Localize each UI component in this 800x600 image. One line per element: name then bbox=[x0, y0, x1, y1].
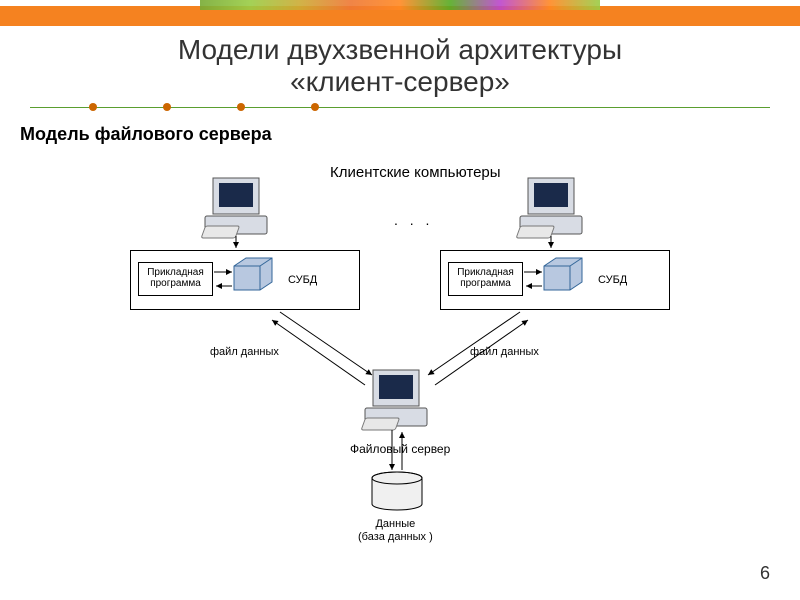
title-line2: «клиент-сервер» bbox=[290, 66, 510, 97]
page-number: 6 bbox=[760, 563, 770, 584]
divider-dot bbox=[237, 103, 245, 111]
header-bar bbox=[0, 0, 800, 26]
divider-dot bbox=[311, 103, 319, 111]
divider-line bbox=[30, 107, 770, 108]
client-pc-2-icon bbox=[516, 178, 582, 238]
subtitle: Модель файлового сервера bbox=[20, 124, 800, 145]
diagram-svg bbox=[0, 170, 800, 580]
divider bbox=[30, 102, 770, 114]
page-title: Модели двухзвенной архитектуры «клиент-с… bbox=[0, 34, 800, 98]
client-pc-1-icon bbox=[201, 178, 267, 238]
server-pc-icon bbox=[361, 370, 427, 430]
divider-dot bbox=[163, 103, 171, 111]
cube-1-icon bbox=[234, 258, 272, 290]
title-line1: Модели двухзвенной архитектуры bbox=[178, 34, 622, 65]
database-icon bbox=[372, 472, 422, 510]
cube-2-icon bbox=[544, 258, 582, 290]
divider-dot bbox=[89, 103, 97, 111]
bar-green bbox=[200, 0, 600, 10]
diagram: Клиентские компьютеры . . . Прикладнаяпр… bbox=[0, 170, 800, 580]
